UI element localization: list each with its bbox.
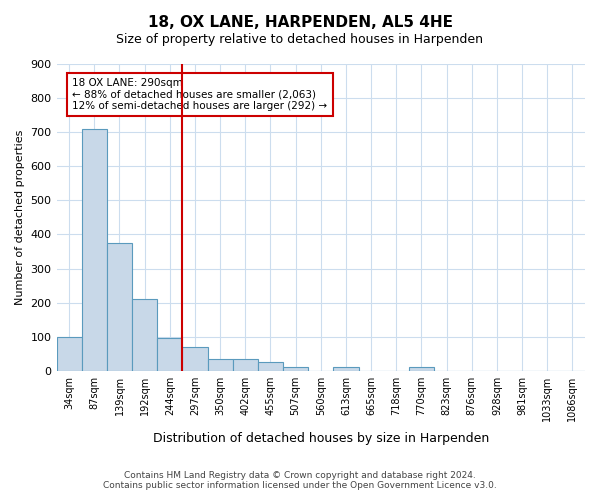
Text: 18 OX LANE: 290sqm
← 88% of detached houses are smaller (2,063)
12% of semi-deta: 18 OX LANE: 290sqm ← 88% of detached hou… <box>73 78 328 111</box>
Bar <box>132 299 157 371</box>
Bar <box>182 347 208 371</box>
X-axis label: Distribution of detached houses by size in Harpenden: Distribution of detached houses by size … <box>152 432 489 445</box>
Text: 18, OX LANE, HARPENDEN, AL5 4HE: 18, OX LANE, HARPENDEN, AL5 4HE <box>148 15 452 30</box>
Bar <box>157 338 182 371</box>
Y-axis label: Number of detached properties: Number of detached properties <box>15 130 25 305</box>
Bar <box>56 336 82 371</box>
Bar <box>107 243 132 371</box>
Bar <box>283 368 308 371</box>
Bar <box>208 359 233 371</box>
Text: Contains HM Land Registry data © Crown copyright and database right 2024.
Contai: Contains HM Land Registry data © Crown c… <box>103 470 497 490</box>
Bar <box>233 359 258 371</box>
Text: Size of property relative to detached houses in Harpenden: Size of property relative to detached ho… <box>116 32 484 46</box>
Bar <box>258 362 283 371</box>
Bar <box>409 368 434 371</box>
Bar <box>334 368 359 371</box>
Bar <box>82 129 107 371</box>
